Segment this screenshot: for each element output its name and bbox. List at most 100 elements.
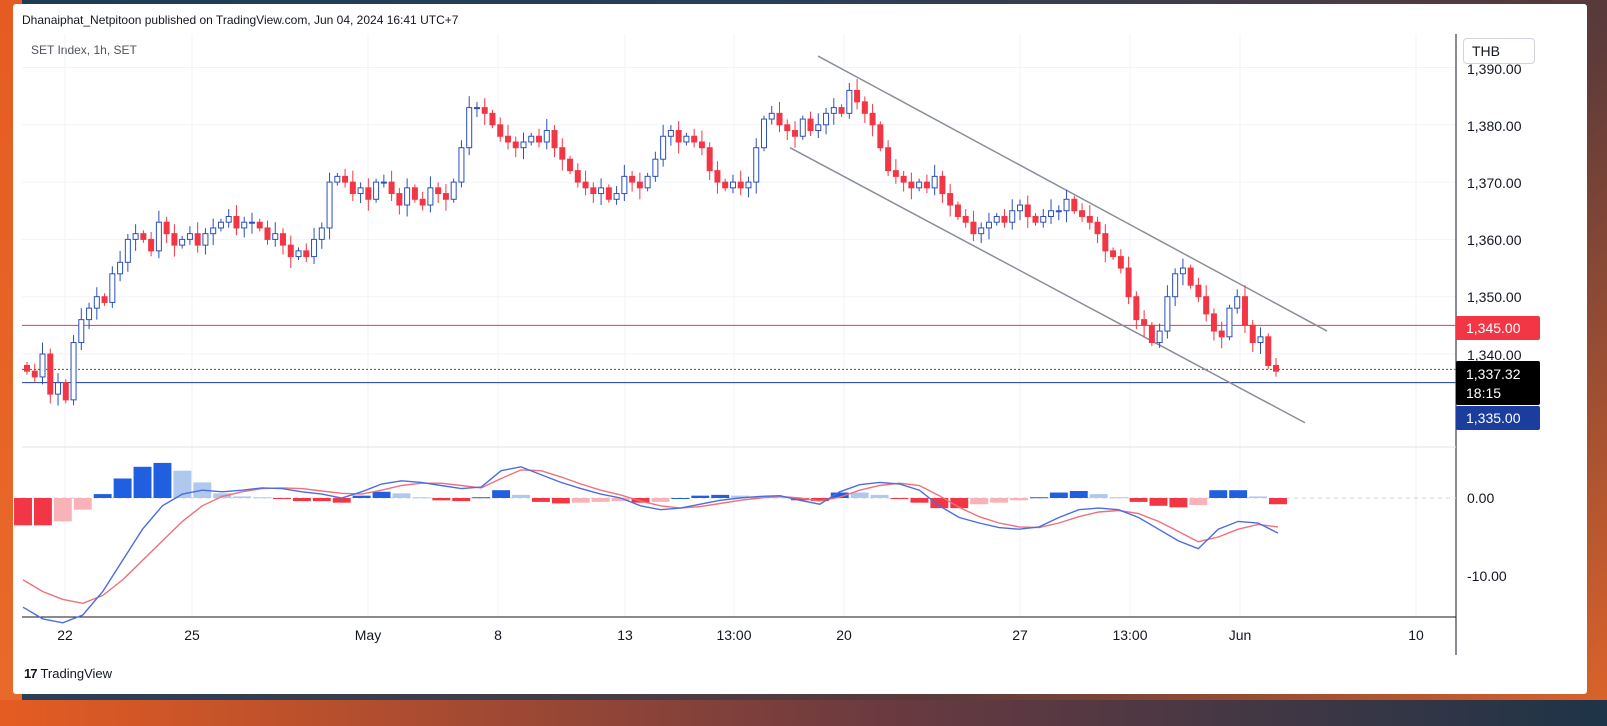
candle-body (1024, 204, 1031, 217)
candle-body (101, 296, 108, 303)
candle-body (256, 221, 263, 229)
candle-body (714, 170, 721, 183)
macd-histogram-bar (472, 497, 491, 499)
candle-body (388, 181, 395, 195)
candle-body (978, 227, 985, 235)
macd-histogram-bar (153, 462, 172, 498)
candle-body (481, 107, 488, 114)
candle-body (652, 158, 659, 177)
candle-body (520, 141, 527, 149)
candle-body (1009, 210, 1016, 223)
macd-histogram-bar (1089, 494, 1108, 498)
candle-body (241, 221, 248, 229)
candle-body (954, 204, 961, 217)
candle-body (1125, 267, 1132, 298)
candle-body (675, 130, 682, 143)
candle-body (1040, 215, 1047, 223)
candle-body (39, 353, 46, 378)
candle-body (923, 181, 930, 189)
candle-body (280, 233, 287, 246)
candle-body (737, 181, 744, 189)
support-badge: 1,335.00 (1456, 406, 1540, 430)
candle-body (1203, 296, 1210, 315)
candle-body (698, 141, 705, 149)
candle-body (598, 187, 605, 195)
candle-body (1079, 210, 1086, 217)
macd-histogram-bar (711, 494, 730, 498)
macd-histogram-bar (751, 496, 770, 498)
candle-body (497, 124, 504, 137)
macd-histogram-bar (810, 498, 829, 502)
macd-histogram-bar (14, 498, 32, 526)
candle-body (450, 181, 457, 200)
tradingview-brand[interactable]: 17 TradingView (24, 666, 112, 681)
pane-borders (22, 34, 1457, 655)
brand-name: TradingView (40, 666, 113, 681)
macd-histogram-bar (512, 494, 530, 498)
candle-body (722, 181, 729, 189)
candle-body (993, 215, 1000, 223)
price-tick: 1,390.00 (1467, 61, 1522, 77)
macd-histogram-bar (551, 498, 570, 504)
candle-body (109, 273, 116, 303)
candle-body (504, 135, 511, 143)
candle-body (559, 147, 566, 160)
candle-body (473, 107, 480, 110)
candle-body (784, 124, 791, 132)
candle-body (985, 221, 992, 229)
macd-histogram-bar (850, 492, 869, 498)
candle-body (458, 147, 465, 183)
macd-histogram-bar (731, 495, 750, 498)
candle-body (1226, 307, 1233, 338)
candle-body (318, 227, 325, 240)
candle-body (70, 342, 77, 401)
candle-body (179, 238, 186, 246)
candle-body (295, 250, 302, 258)
price-tick: 1,370.00 (1467, 175, 1522, 191)
candle-body (900, 175, 907, 183)
candle-body (132, 233, 139, 240)
macd-histogram-bar (691, 495, 710, 498)
candle-body (869, 112, 876, 126)
candle-body (349, 181, 356, 195)
candle-body (1141, 319, 1148, 326)
candle-body (1257, 336, 1264, 344)
candle-body (1179, 267, 1186, 275)
channel-lower-line (789, 147, 1306, 424)
candle-body (24, 364, 30, 372)
macd-histogram-bar (253, 497, 272, 499)
macd-histogram-bar (890, 498, 909, 499)
macd-histogram-bar (1269, 498, 1287, 505)
currency-button[interactable]: THB (1463, 38, 1535, 64)
candle-body (512, 141, 519, 149)
candle-body (186, 233, 193, 240)
candle-body (1148, 324, 1155, 344)
price-tick: 1,350.00 (1467, 289, 1522, 305)
macd-histogram-bar (970, 498, 989, 505)
macd-signal-line (22, 469, 1279, 605)
candle-body (373, 181, 380, 200)
candle-body (908, 181, 915, 189)
candle-body (667, 130, 674, 137)
candle-body (233, 215, 240, 229)
candle-body (78, 319, 85, 344)
price-tick: 1,360.00 (1467, 232, 1522, 248)
candle-body (1172, 273, 1179, 298)
candle-body (970, 221, 977, 235)
macd-histogram-bar (233, 496, 252, 498)
macd-histogram-bar (1129, 498, 1148, 502)
candle-body (365, 187, 372, 200)
candle-body (815, 124, 822, 132)
candle-body (47, 353, 54, 395)
resistance-badge-text: 1,345.00 (1466, 320, 1521, 336)
symbol-label: SET Index, 1h, SET (31, 43, 137, 57)
candle-body (1001, 215, 1008, 223)
published-header: Dhanaiphat_Netpitoon published on Tradin… (22, 13, 459, 27)
candle-body (140, 233, 147, 240)
macd-histogram-bar (591, 498, 610, 502)
candle-body (419, 198, 426, 206)
candle-body (124, 238, 131, 263)
time-tick: 13 (617, 627, 633, 643)
candle-body (1016, 204, 1023, 212)
